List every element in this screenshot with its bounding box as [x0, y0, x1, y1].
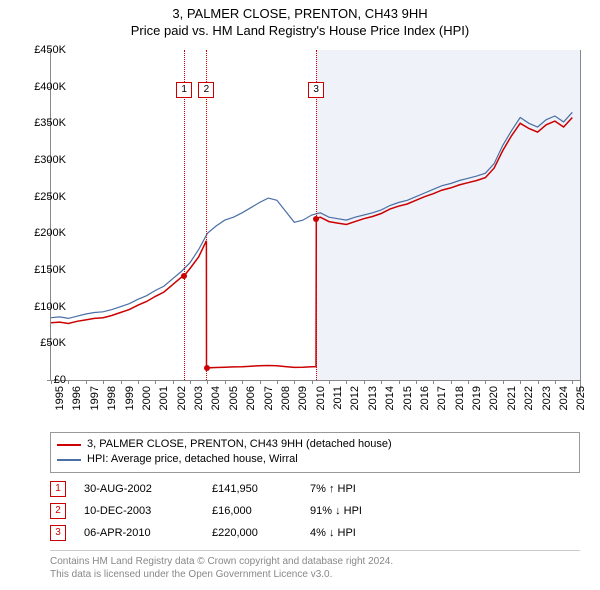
- event-marker-box: 1: [176, 82, 192, 98]
- x-axis-label: 2013: [367, 386, 379, 410]
- x-axis-label: 2021: [506, 386, 518, 410]
- x-axis-label: 2010: [315, 386, 327, 410]
- event-number-box: 1: [50, 481, 66, 497]
- event-marker-box: 2: [198, 82, 214, 98]
- event-delta: 91% ↓ HPI: [310, 505, 362, 517]
- event-date: 06-APR-2010: [84, 527, 194, 539]
- x-axis-label: 2003: [193, 386, 205, 410]
- x-axis-label: 2006: [245, 386, 257, 410]
- y-axis-label: £250K: [34, 191, 66, 203]
- price-dot: [313, 216, 319, 222]
- x-axis-label: 2017: [436, 386, 448, 410]
- series-price_paid: [51, 118, 572, 369]
- plot-area: 12 3: [50, 50, 581, 381]
- event-vline: [206, 50, 207, 380]
- x-axis-label: 1999: [124, 386, 136, 410]
- event-row: 3 06-APR-2010 £220,000 4% ↓ HPI: [50, 522, 362, 544]
- y-axis-label: £400K: [34, 81, 66, 93]
- event-marker-box: 3: [308, 82, 324, 98]
- x-axis-label: 2001: [158, 386, 170, 410]
- x-axis-label: 1996: [71, 386, 83, 410]
- event-price: £16,000: [212, 505, 292, 517]
- x-axis-label: 1997: [89, 386, 101, 410]
- legend-row-hpi: HPI: Average price, detached house, Wirr…: [57, 452, 573, 467]
- y-axis-label: £200K: [34, 227, 66, 239]
- event-date: 10-DEC-2003: [84, 505, 194, 517]
- event-number-box: 2: [50, 503, 66, 519]
- x-axis-label: 2011: [332, 386, 344, 410]
- legend-swatch-hpi: [57, 459, 81, 461]
- event-row: 1 30-AUG-2002 £141,950 7% ↑ HPI: [50, 478, 362, 500]
- y-axis-label: £300K: [34, 154, 66, 166]
- x-axis-label: 2015: [402, 386, 414, 410]
- x-axis-label: 2023: [541, 386, 553, 410]
- x-axis-label: 2020: [488, 386, 500, 410]
- legend-label-price: 3, PALMER CLOSE, PRENTON, CH43 9HH (deta…: [87, 437, 392, 452]
- x-axis-label: 2008: [280, 386, 292, 410]
- chart-container: 3, PALMER CLOSE, PRENTON, CH43 9HH Price…: [0, 0, 600, 590]
- x-axis-label: 2019: [471, 386, 483, 410]
- event-price: £220,000: [212, 527, 292, 539]
- event-date: 30-AUG-2002: [84, 483, 194, 495]
- x-axis-label: 2004: [210, 386, 222, 410]
- y-axis-label: £0: [54, 374, 66, 386]
- x-axis-label: 2007: [263, 386, 275, 410]
- events-table: 1 30-AUG-2002 £141,950 7% ↑ HPI 2 10-DEC-2003…: [50, 478, 362, 544]
- chart-area: 123 199519961997199819992000200120022003…: [50, 50, 581, 395]
- y-axis-label: £150K: [34, 264, 66, 276]
- price-dot: [181, 273, 187, 279]
- title-line1: 3, PALMER CLOSE, PRENTON, CH43 9HH: [0, 6, 600, 23]
- legend: 3, PALMER CLOSE, PRENTON, CH43 9HH (deta…: [50, 432, 580, 473]
- x-axis-label: 2009: [297, 386, 309, 410]
- x-axis-label: 2005: [228, 386, 240, 410]
- y-axis-label: £450K: [34, 44, 66, 56]
- title-line2: Price paid vs. HM Land Registry's House …: [0, 23, 600, 40]
- y-axis-label: £100K: [34, 301, 66, 313]
- event-delta: 4% ↓ HPI: [310, 527, 356, 539]
- y-axis-label: £350K: [34, 117, 66, 129]
- x-axis-label: 2012: [349, 386, 361, 410]
- event-row: 2 10-DEC-2003 £16,000 91% ↓ HPI: [50, 500, 362, 522]
- x-axis-label: 2000: [141, 386, 153, 410]
- x-axis-label: 2014: [384, 386, 396, 410]
- footer-line1: Contains HM Land Registry data © Crown c…: [50, 555, 580, 568]
- x-axis-label: 2025: [575, 386, 587, 410]
- y-axis-label: £50K: [40, 337, 66, 349]
- price-dot: [204, 365, 210, 371]
- event-delta: 7% ↑ HPI: [310, 483, 356, 495]
- legend-swatch-price: [57, 444, 81, 446]
- event-number-box: 3: [50, 525, 66, 541]
- x-axis-label: 2002: [176, 386, 188, 410]
- x-axis-label: 1995: [54, 386, 66, 410]
- footer-line2: This data is licensed under the Open Gov…: [50, 568, 580, 581]
- legend-label-hpi: HPI: Average price, detached house, Wirr…: [87, 452, 298, 467]
- event-price: £141,950: [212, 483, 292, 495]
- x-axis-label: 2018: [454, 386, 466, 410]
- x-axis-label: 1998: [106, 386, 118, 410]
- footer: Contains HM Land Registry data © Crown c…: [50, 550, 580, 581]
- chart-title: 3, PALMER CLOSE, PRENTON, CH43 9HH Price…: [0, 0, 600, 40]
- x-axis-label: 2022: [523, 386, 535, 410]
- x-axis-label: 2016: [419, 386, 431, 410]
- x-axis-label: 2024: [558, 386, 570, 410]
- event-vline: [184, 50, 185, 380]
- legend-row-price: 3, PALMER CLOSE, PRENTON, CH43 9HH (deta…: [57, 437, 573, 452]
- series-hpi: [51, 112, 572, 318]
